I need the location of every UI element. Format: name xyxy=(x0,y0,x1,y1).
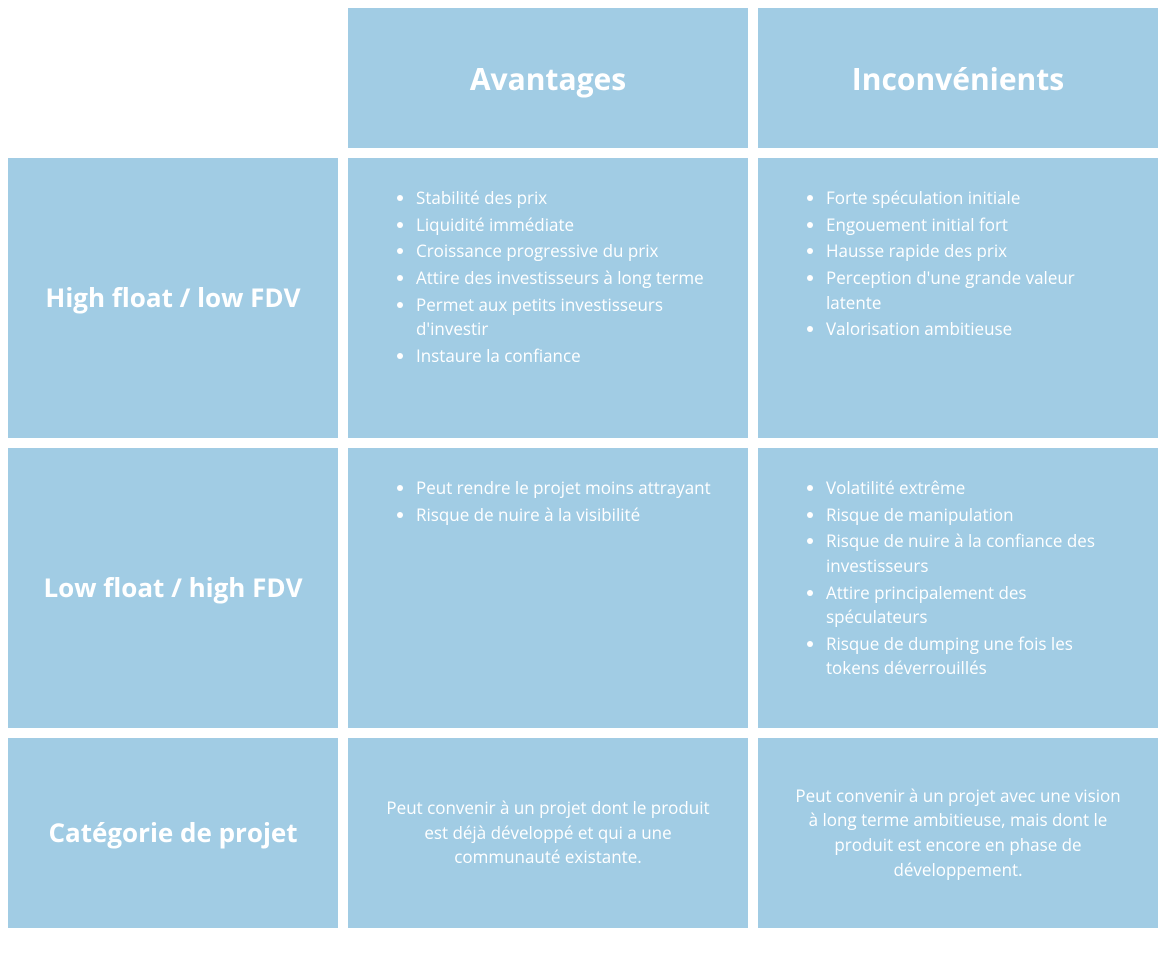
list: Stabilité des prixLiquidité immédiateCro… xyxy=(398,186,718,370)
row-header-high-float: High float / low FDV xyxy=(8,158,338,438)
low-float-avantages: Peut rendre le projet moins attrayantRis… xyxy=(348,448,748,728)
list-item: Liquidité immédiate xyxy=(416,213,718,238)
list-item: Risque de manipulation xyxy=(826,503,1128,528)
list-item: Risque de nuire à la confiance des inves… xyxy=(826,529,1128,578)
list-item: Hausse rapide des prix xyxy=(826,239,1128,264)
list-item: Peut rendre le projet moins attrayant xyxy=(416,476,711,501)
list-item: Attire des investisseurs à long terme xyxy=(416,266,718,291)
list: Forte spéculation initialeEngouement ini… xyxy=(808,186,1128,344)
high-float-avantages: Stabilité des prixLiquidité immédiateCro… xyxy=(348,158,748,438)
col-header-inconvenients: Inconvénients xyxy=(758,8,1158,148)
categorie-avantages: Peut convenir à un projet dont le produi… xyxy=(348,738,748,928)
list-item: Stabilité des prix xyxy=(416,186,718,211)
col-header-avantages: Avantages xyxy=(348,8,748,148)
list-item: Croissance progressive du prix xyxy=(416,239,718,264)
high-float-inconvenients: Forte spéculation initialeEngouement ini… xyxy=(758,158,1158,438)
blank-corner xyxy=(8,8,338,148)
list-item: Volatilité extrême xyxy=(826,476,1128,501)
list-item: Permet aux petits investisseurs d'invest… xyxy=(416,293,718,342)
categorie-inconvenients: Peut convenir à un projet avec une visio… xyxy=(758,738,1158,928)
list: Peut rendre le projet moins attrayantRis… xyxy=(398,476,711,529)
list-item: Valorisation ambitieuse xyxy=(826,317,1128,342)
list-item: Attire principalement des spéculateurs xyxy=(826,581,1128,630)
row-header-categorie: Catégorie de projet xyxy=(8,738,338,928)
list-item: Risque de dumping une fois les tokens dé… xyxy=(826,632,1128,681)
low-float-inconvenients: Volatilité extrêmeRisque de manipulation… xyxy=(758,448,1158,728)
list-item: Instaure la confiance xyxy=(416,344,718,369)
list-item: Perception d'une grande valeur latente xyxy=(826,266,1128,315)
list-item: Risque de nuire à la visibilité xyxy=(416,503,711,528)
comparison-table: Avantages Inconvénients High float / low… xyxy=(8,8,1148,928)
row-header-low-float: Low float / high FDV xyxy=(8,448,338,728)
list-item: Forte spéculation initiale xyxy=(826,186,1128,211)
list: Volatilité extrêmeRisque de manipulation… xyxy=(808,476,1128,683)
list-item: Engouement initial fort xyxy=(826,213,1128,238)
